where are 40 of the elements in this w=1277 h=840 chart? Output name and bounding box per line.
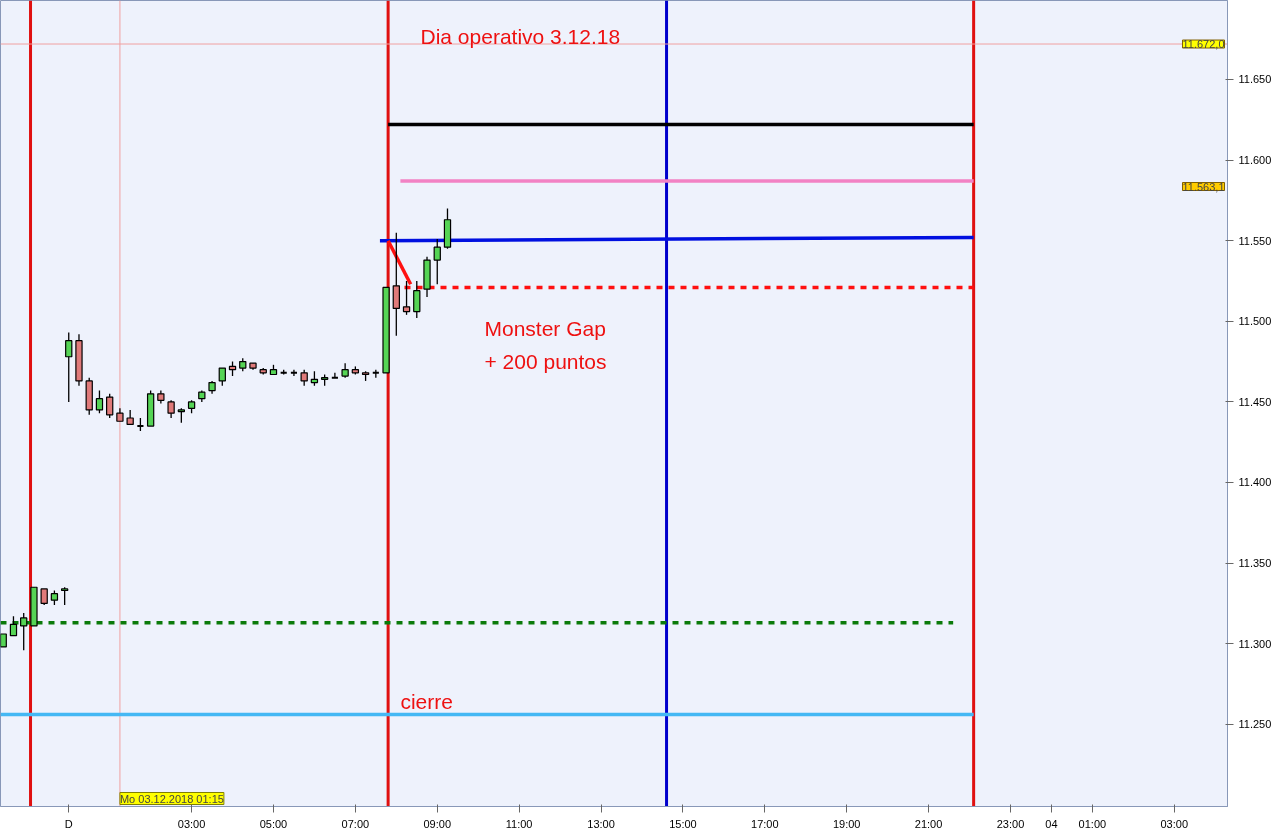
x-tick-label: 17:00 <box>751 817 779 830</box>
x-tick-label: 07:00 <box>341 817 370 830</box>
annotation: cierre <box>400 689 453 713</box>
x-tick-label: 23:00 <box>996 817 1025 830</box>
y-tick-label: 11.400 <box>1238 476 1272 489</box>
annotation: 11.563,1 <box>1182 180 1225 193</box>
ref-line-label: 11.672,0 <box>1182 38 1225 51</box>
x-tick-label: 05:00 <box>259 817 288 830</box>
x-tick-label: 04 <box>1045 817 1058 830</box>
candlestick <box>433 238 441 285</box>
candlestick <box>9 615 18 637</box>
candlestick <box>65 331 73 403</box>
annotation: Dia operativo 3.12.18 <box>420 25 621 48</box>
ref-line-label: Mo 03.12.2018 01:15 <box>119 792 224 805</box>
x-tick-label: 19:00 <box>832 817 861 830</box>
y-tick-label: 11.500 <box>1238 315 1272 328</box>
y-tick-label: 11.250 <box>1238 718 1272 731</box>
candlestick <box>20 612 28 651</box>
x-tick-label: 09:00 <box>423 817 452 830</box>
x-tick-label: D <box>64 817 73 830</box>
y-tick-label: 11.450 <box>1238 395 1272 408</box>
candlestick <box>413 280 421 319</box>
candlestick <box>402 280 411 316</box>
y-tick-label: 11.300 <box>1238 637 1272 650</box>
candlestick <box>106 393 114 419</box>
y-tick-label: 11.650 <box>1238 73 1272 86</box>
x-tick-label: 03:00 <box>1160 817 1189 830</box>
y-tick-label: 11.350 <box>1238 557 1272 570</box>
x-tick-label: 11:00 <box>505 817 533 830</box>
x-tick-label: 01:00 <box>1078 817 1107 830</box>
x-tick-label: 03:00 <box>177 817 206 830</box>
candlestick <box>95 389 104 414</box>
x-tick-label: 15:00 <box>669 817 697 830</box>
x-tick-label: 21:00 <box>914 817 943 830</box>
candlestick <box>392 231 400 337</box>
annotation: Monster Gap <box>484 317 606 340</box>
y-tick-label: 11.550 <box>1238 234 1272 247</box>
x-tick-label: 13:00 <box>587 817 615 830</box>
y-tick-label: 11.600 <box>1238 154 1272 167</box>
annotation: + 200 puntos <box>484 350 607 373</box>
